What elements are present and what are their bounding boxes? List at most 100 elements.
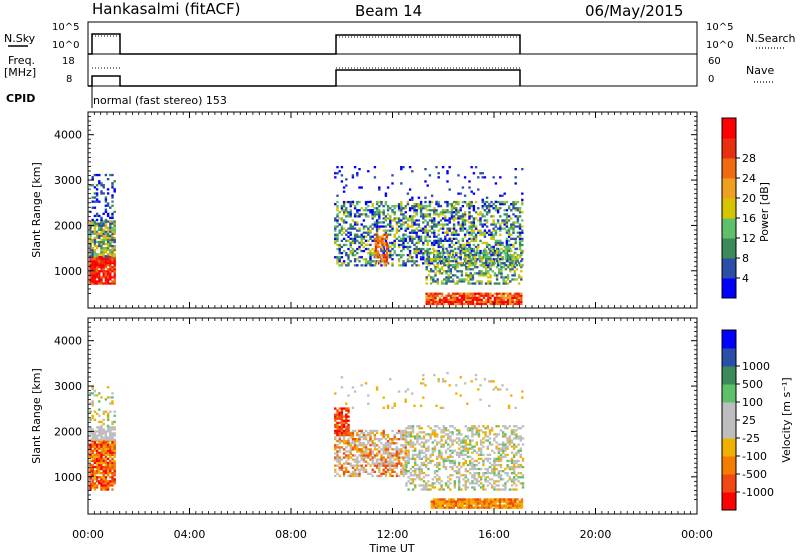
data-cell <box>459 504 462 507</box>
data-cell <box>408 166 412 169</box>
data-cell <box>468 207 471 210</box>
data-cell <box>347 456 350 459</box>
data-cell <box>406 219 410 222</box>
data-cell <box>512 504 515 507</box>
data-cell <box>518 245 522 249</box>
data-cell <box>475 443 478 446</box>
data-cell <box>384 464 388 467</box>
data-cell <box>455 433 459 436</box>
data-cell <box>386 186 390 189</box>
data-cell <box>475 467 478 471</box>
data-cell <box>468 180 471 183</box>
data-cell <box>409 431 412 434</box>
data-cell <box>425 463 428 467</box>
data-cell <box>460 441 463 444</box>
data-cell <box>441 223 445 226</box>
data-cell <box>358 229 361 232</box>
data-cell <box>358 429 361 433</box>
data-cell <box>111 257 114 261</box>
data-cell <box>386 442 390 445</box>
data-cell <box>424 237 427 240</box>
data-cell <box>474 498 477 501</box>
data-cell <box>93 432 97 435</box>
data-cell <box>429 294 433 297</box>
data-cell <box>113 257 116 261</box>
data-cell <box>111 212 114 215</box>
data-cell <box>378 213 381 216</box>
data-cell <box>469 278 472 281</box>
data-cell <box>356 247 359 251</box>
data-cell <box>510 441 514 444</box>
data-cell <box>505 241 509 245</box>
data-cell <box>342 438 346 441</box>
data-cell <box>369 243 372 247</box>
data-cell <box>342 249 346 253</box>
data-cell <box>479 498 482 501</box>
data-cell <box>98 480 101 483</box>
data-cell <box>111 266 114 269</box>
data-cell <box>113 463 116 467</box>
data-cell <box>91 206 94 209</box>
data-cell <box>428 174 432 177</box>
data-cell <box>422 441 426 444</box>
data-cell <box>100 428 103 431</box>
data-cell <box>100 420 103 424</box>
data-cell <box>505 229 509 232</box>
data-cell <box>356 448 359 451</box>
data-cell <box>512 229 515 232</box>
data-cell <box>95 457 99 460</box>
data-cell <box>468 498 471 501</box>
data-cell <box>373 215 377 218</box>
data-cell <box>447 455 450 458</box>
data-cell <box>470 225 473 228</box>
data-cell <box>397 207 401 210</box>
data-cell <box>484 298 488 301</box>
data-cell <box>451 264 455 267</box>
data-cell <box>521 484 525 487</box>
data-cell <box>460 294 464 297</box>
data-cell <box>474 262 478 265</box>
data-cell <box>457 239 460 242</box>
data-cell <box>468 502 471 505</box>
data-cell <box>502 278 505 281</box>
data-cell <box>402 213 405 216</box>
data-cell <box>100 251 103 254</box>
data-cell <box>93 457 97 460</box>
data-cell <box>445 272 448 275</box>
data-cell <box>106 230 110 233</box>
data-cell <box>449 482 452 485</box>
data-cell <box>353 239 357 242</box>
data-cell <box>491 294 494 297</box>
data-cell <box>369 438 372 441</box>
data-cell <box>500 268 503 271</box>
data-cell <box>503 223 506 226</box>
data-cell <box>113 272 116 275</box>
data-cell <box>493 302 497 306</box>
data-cell <box>477 431 481 434</box>
data-cell <box>473 294 477 297</box>
data-cell <box>106 259 110 263</box>
data-cell <box>102 220 105 223</box>
data-cell <box>95 453 99 456</box>
data-cell <box>437 213 440 216</box>
data-cell <box>499 229 502 232</box>
data-cell <box>405 465 408 469</box>
data-cell <box>338 256 341 259</box>
data-cell <box>349 260 352 263</box>
data-cell <box>416 437 419 440</box>
data-cell <box>449 445 452 448</box>
data-cell <box>451 274 455 277</box>
data-cell <box>492 227 495 230</box>
data-cell <box>95 394 99 397</box>
data-cell <box>427 251 431 254</box>
data-cell <box>334 458 337 461</box>
data-cell <box>517 451 520 454</box>
data-cell <box>389 472 392 475</box>
data-cell <box>441 231 445 234</box>
data-cell <box>503 506 506 509</box>
data-cell <box>516 235 520 238</box>
data-cell <box>109 461 112 465</box>
data-cell <box>476 249 479 252</box>
data-cell <box>100 426 103 429</box>
data-cell <box>456 282 459 285</box>
